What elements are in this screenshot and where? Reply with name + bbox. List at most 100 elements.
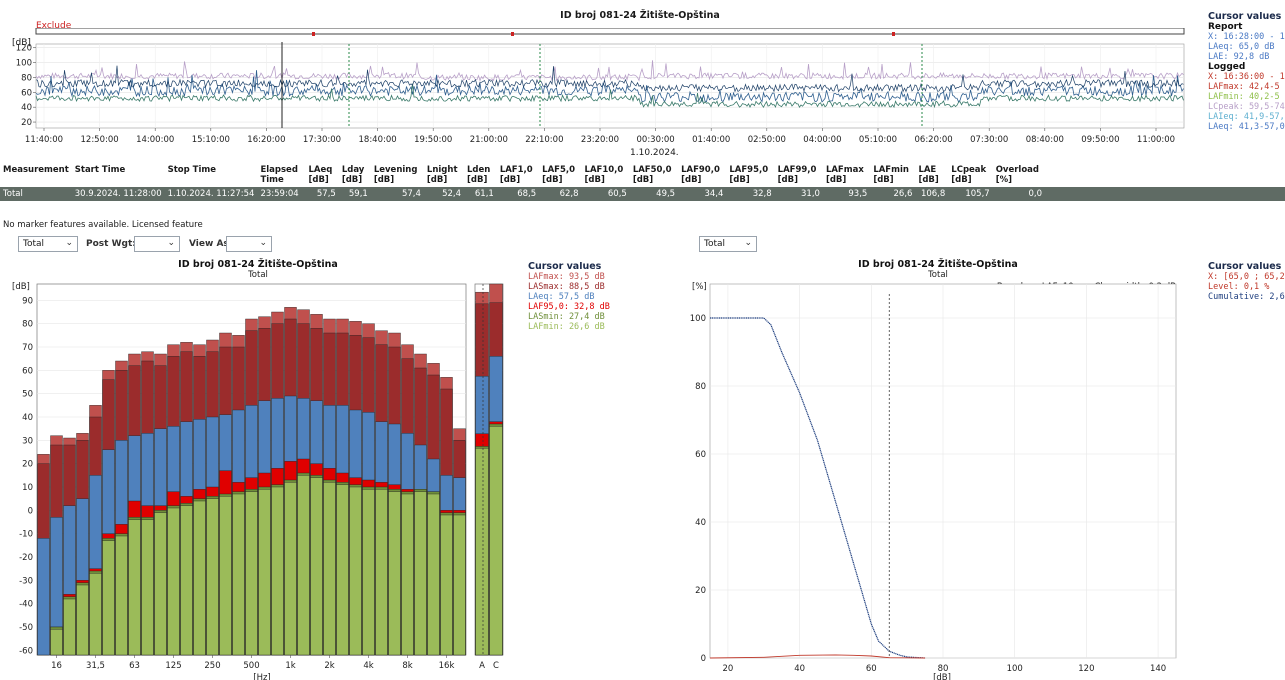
x-tick-label: 2k <box>324 661 334 671</box>
y-tick-label: 40 <box>22 413 33 423</box>
column-header[interactable]: LAE [dB] <box>918 165 939 185</box>
y-tick-label: 20 <box>21 118 32 128</box>
chevron-down-icon: ⌄ <box>744 238 752 248</box>
view-as-select[interactable]: ⌄ <box>226 236 272 252</box>
column-header[interactable]: LAF5,0 [dB] <box>542 165 576 185</box>
x-tick-label: 140 <box>1150 664 1166 674</box>
lafmin-trace <box>35 83 1184 109</box>
header-filler <box>1045 163 1285 187</box>
x-tick-label: 11:00:00 <box>1137 135 1175 145</box>
x-tick-label: 120 <box>1078 664 1094 674</box>
cursor-value: LAFmax: 42,4-5 <box>1208 82 1280 92</box>
column-header[interactable]: LCpeak [dB] <box>951 165 987 185</box>
broadband-bar-lafmin <box>475 448 489 656</box>
bar-lafmin <box>76 584 89 656</box>
x-tick-label: 19:50:00 <box>414 135 452 145</box>
lcpeak-trace <box>35 60 1184 82</box>
post-wgt-select[interactable]: ⌄ <box>134 236 180 252</box>
column-header[interactable]: LAF10,0 [dB] <box>584 165 624 185</box>
x-tick-label: 16 <box>51 661 62 671</box>
series-cumulative <box>710 317 926 659</box>
x-tick-label: 31,5 <box>86 661 105 671</box>
cursor-value: LAIeq: 41,9-57, <box>1208 112 1285 122</box>
column-header[interactable]: LAeq [dB] <box>308 165 333 185</box>
bar-lafmin <box>427 493 440 656</box>
total-select-right[interactable]: Total ⌄ <box>699 236 757 252</box>
table-cell: 68,5 <box>496 187 540 201</box>
total-select-right-value: Total <box>704 239 726 249</box>
x-tick-label: 18:40:00 <box>359 135 397 145</box>
bar-lafmin <box>128 519 141 656</box>
table-row[interactable]: Total 30.9.2024. 11:28:00 1.10.2024. 11:27… <box>0 187 1285 201</box>
bar-lafmin <box>284 482 297 656</box>
bar-lafmin <box>167 507 180 656</box>
cursor-values-spectrum: Cursor values LAFmax: 93,5 dB LASmax: 88,… <box>528 262 618 332</box>
cursor-value: LCpeak: 59,5-74 <box>1208 102 1285 112</box>
x-tick-label: 15:10:00 <box>192 135 230 145</box>
measurement-table: Measurement Start Time Stop Time Elapsed Ti… <box>0 163 1285 201</box>
y-tick-label: 10 <box>22 483 33 493</box>
total-select[interactable]: Total ⌄ <box>18 236 78 252</box>
bar-lafmin <box>310 477 323 656</box>
column-header[interactable]: Lnight [dB] <box>426 165 458 185</box>
top-y-unit: [dB] <box>12 38 31 48</box>
x-tick-label: 23:20:00 <box>581 135 619 145</box>
laeq-trace <box>35 70 1184 103</box>
column-header[interactable]: Lday [dB] <box>341 165 365 185</box>
time-history-chart[interactable]: 120 100 80 60 40 20 11:40:00 12:50:00 14:00:00 15… <box>0 28 1212 148</box>
x-tick-label: 07:30:00 <box>970 135 1008 145</box>
bar-lafmin <box>232 493 245 656</box>
cursor-value: LAFmax: 93,5 dB <box>528 272 605 282</box>
y-tick-label: 40 <box>21 103 32 113</box>
column-header[interactable]: Lden [dB] <box>467 165 491 185</box>
y-tick-label: -50 <box>19 623 33 633</box>
bar-lafmin <box>388 491 401 656</box>
bar-lafmin <box>89 573 102 656</box>
cursor-value: LAeq: 57,5 dB <box>528 292 595 302</box>
x-tick-label: 14:00:00 <box>136 135 174 145</box>
exclude-label: Exclude <box>36 21 72 31</box>
column-header[interactable]: LAFmax [dB] <box>825 165 864 185</box>
column-header[interactable]: LAF50,0 [dB] <box>632 165 672 185</box>
column-header[interactable]: LAF95,0 [dB] <box>729 165 769 185</box>
column-header[interactable]: Overload [%] <box>995 165 1039 185</box>
y-tick-label: 30 <box>22 436 33 446</box>
column-header[interactable]: LAF90,0 [dB] <box>681 165 720 185</box>
y-tick-label: 20 <box>695 586 706 596</box>
cursor-values-distribution: Cursor values X: [65,0 ; 65,2[Level: 0,1… <box>1208 262 1285 302</box>
bar-lafmin <box>401 493 414 656</box>
column-header[interactable]: LAF99,0 [dB] <box>777 165 817 185</box>
column-header[interactable]: LAF1,0 [dB] <box>499 165 533 185</box>
column-header[interactable]: Elapsed Time <box>260 165 298 185</box>
column-header[interactable]: Stop Time <box>167 165 217 175</box>
y-tick-label: 80 <box>695 382 706 392</box>
bar-lafmin <box>362 489 375 656</box>
broadband-bar-lafmin <box>489 426 503 656</box>
column-header[interactable]: Start Time <box>74 165 126 175</box>
x-tick-label: 04:00:00 <box>803 135 841 145</box>
column-header[interactable]: LAFmin [dB] <box>873 165 909 185</box>
cursor-title: Cursor values <box>528 262 602 272</box>
cursor-value: LASmin: 27,4 dB <box>528 312 605 322</box>
bar-lafmin <box>102 540 115 656</box>
column-header[interactable]: Measurement <box>3 165 69 175</box>
table-cell: 31,0 <box>774 187 823 201</box>
table-cell: 57,4 <box>370 187 424 201</box>
x-tick-label: 4k <box>363 661 373 671</box>
post-wgt-label: Post Wgt: <box>86 239 136 249</box>
cursor-value: X: 16:36:00 - 16 <box>1208 72 1285 82</box>
table-cell: 52,4 <box>423 187 464 201</box>
x-tick-label: 500 <box>243 661 259 671</box>
bar-lafmin <box>297 475 310 656</box>
y-tick-label: 20 <box>22 460 33 470</box>
table-cell: 32,8 <box>726 187 775 201</box>
x-axis-label: [Hz] <box>253 673 271 680</box>
distribution-chart[interactable]: ID broj 081-24 Žitište-OpštinaTotalBased… <box>680 256 1205 680</box>
x-tick-label: 60 <box>866 664 877 674</box>
y-tick-label: 40 <box>695 518 706 528</box>
column-header[interactable]: Levening [dB] <box>373 165 418 185</box>
report-label: Report <box>1208 22 1243 32</box>
x-tick-label: 1k <box>285 661 295 671</box>
x-axis-label: [dB] <box>933 673 951 680</box>
